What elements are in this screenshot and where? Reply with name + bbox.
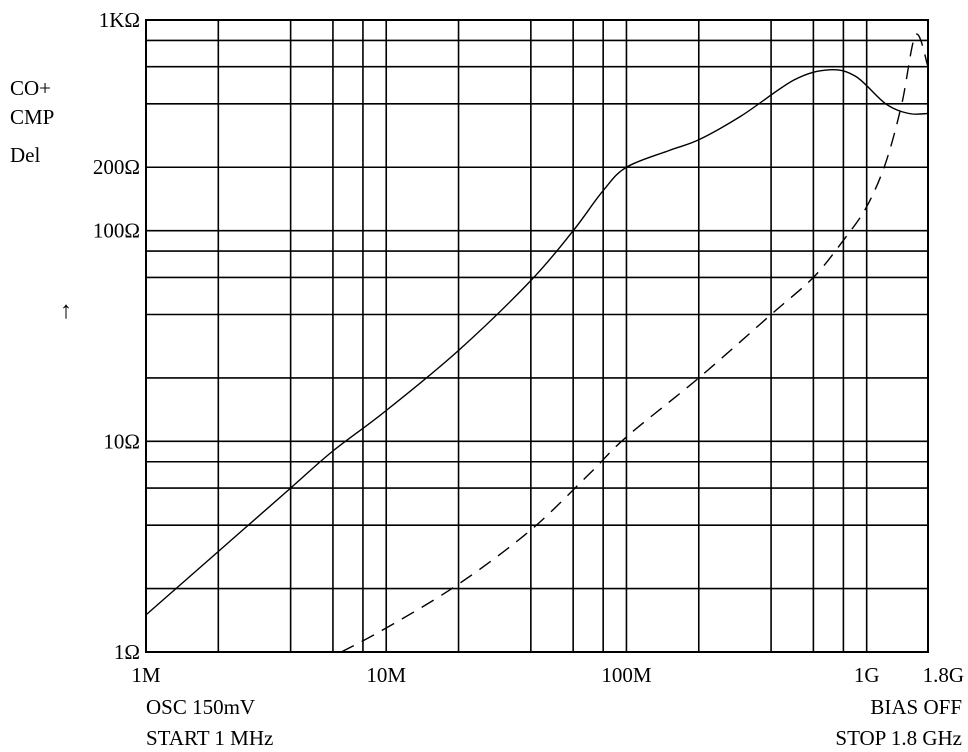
y-side-label-2: CMP [10, 105, 54, 129]
bias-label: BIAS OFF [870, 695, 962, 719]
series-line-1-solid [145, 69, 929, 616]
y-tick-label: 10Ω [103, 429, 140, 453]
grid [145, 19, 929, 653]
y-side-label-3: Del [10, 143, 40, 167]
y-tick-label: 200Ω [93, 155, 140, 179]
y-tick-label: 100Ω [93, 219, 140, 243]
y-tick-label: 1Ω [114, 640, 140, 664]
series-group [145, 33, 929, 653]
x-tick-label: 100M [601, 663, 652, 687]
series-line-2-dashed [340, 33, 929, 653]
plot-frame [145, 19, 929, 653]
start-label: START 1 MHz [146, 726, 273, 750]
x-tick-label: 10M [366, 663, 406, 687]
x-tick-labels: 1M 10M 100M 1G 1.8G [131, 663, 964, 687]
stop-label: STOP 1.8 GHz [835, 726, 962, 750]
y-side-label-1: CO+ [10, 76, 51, 100]
y-axis-arrow: ↑ [60, 298, 72, 324]
x-tick-label: 1G [854, 663, 880, 687]
x-tick-label: 1.8G [923, 663, 964, 687]
osc-label: OSC 150mV [146, 695, 255, 719]
y-tick-labels: 1Ω 10Ω 100Ω 200Ω 1KΩ [93, 8, 140, 664]
x-tick-label: 1M [131, 663, 161, 687]
y-tick-label: 1KΩ [99, 8, 140, 32]
